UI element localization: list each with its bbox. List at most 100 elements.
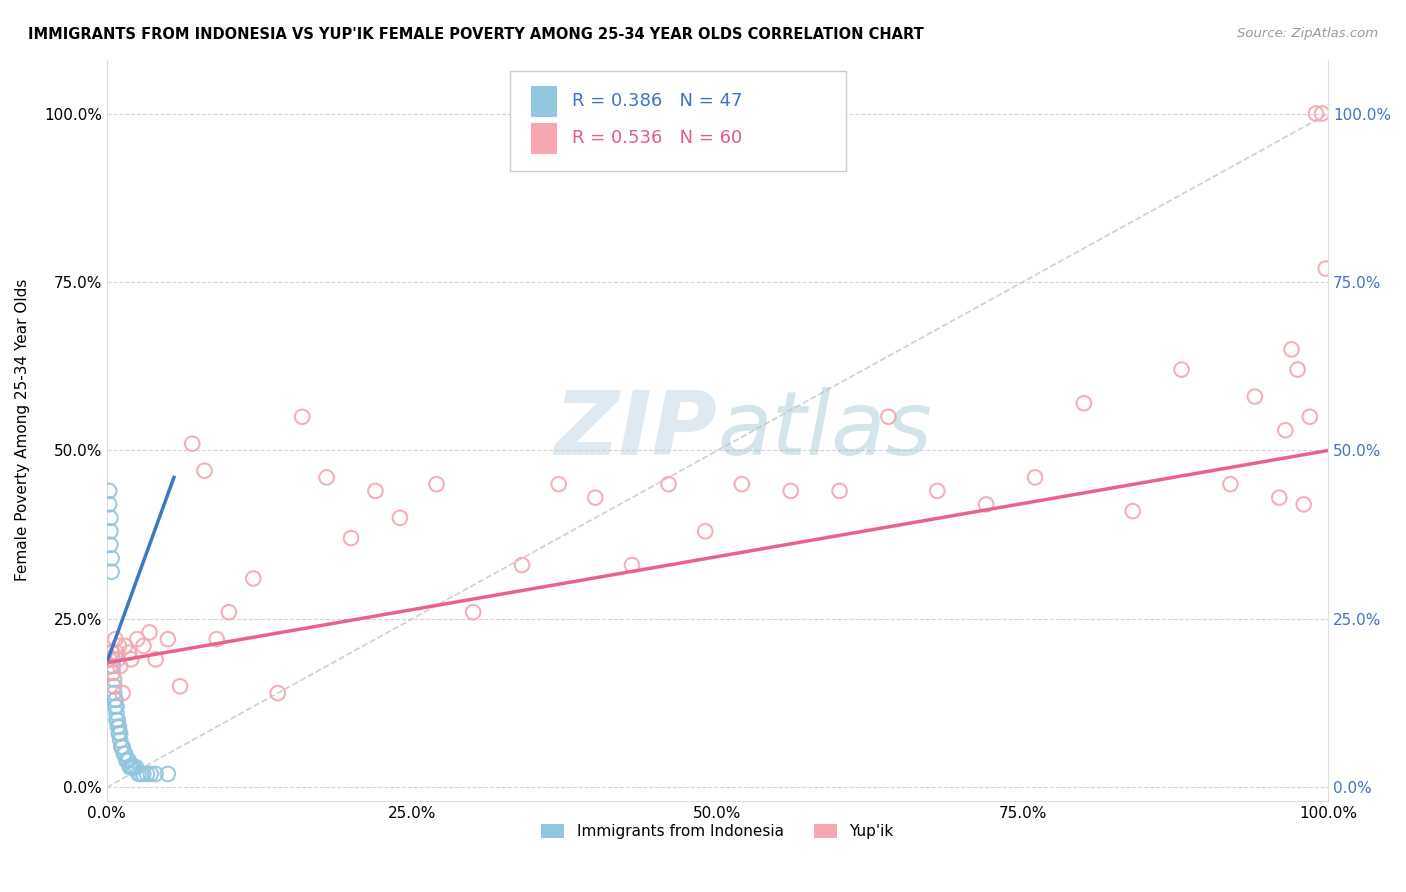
Point [129,767,152,781]
Point [145,767,167,781]
Point [695,524,717,539]
Point [101,652,124,666]
Point [100,524,122,539]
Point [658,477,681,491]
Point [118,754,141,768]
Point [425,477,447,491]
Point [104,693,127,707]
Point [1286,362,1309,376]
Point [103,679,125,693]
Point [103,679,125,693]
Point [100,646,122,660]
Point [828,483,851,498]
Point [108,639,131,653]
Point [101,659,124,673]
Point [111,739,134,754]
Point [100,565,122,579]
Point [1281,343,1303,357]
Point [463,605,485,619]
Point [100,551,122,566]
Point [181,436,204,450]
Legend: Immigrants from Indonesia, Yup'ik: Immigrants from Indonesia, Yup'ik [536,818,900,845]
Point [583,491,606,505]
Point [1274,423,1296,437]
Point [388,511,411,525]
Point [100,646,122,660]
Point [291,409,314,424]
Point [120,760,142,774]
Text: Source: ZipAtlas.com: Source: ZipAtlas.com [1237,27,1378,40]
Point [111,686,134,700]
Point [108,726,131,740]
Point [731,477,754,491]
Point [110,739,132,754]
Point [108,720,131,734]
Text: IMMIGRANTS FROM INDONESIA VS YUP'IK FEMALE POVERTY AMONG 25-34 YEAR OLDS CORRELA: IMMIGRANTS FROM INDONESIA VS YUP'IK FEMA… [28,27,924,42]
Point [156,632,179,647]
Point [108,733,131,747]
Point [104,693,127,707]
Point [98,652,121,666]
Point [136,767,159,781]
Point [108,659,131,673]
Point [974,497,997,511]
Point [145,652,167,666]
Point [125,760,148,774]
Point [1299,409,1322,424]
Point [138,625,160,640]
Point [779,483,801,498]
Point [105,713,128,727]
Point [364,483,387,498]
Point [98,497,121,511]
Point [1122,504,1144,518]
Point [105,699,128,714]
Point [139,767,162,781]
Point [120,652,142,666]
Point [104,632,127,647]
Point [169,679,191,693]
Point [100,538,122,552]
Point [1315,261,1337,276]
Point [877,409,900,424]
Point [107,713,129,727]
Point [340,531,363,545]
Point [104,699,127,714]
Point [132,639,155,653]
Point [205,632,228,647]
FancyBboxPatch shape [530,86,557,117]
Point [128,767,150,781]
Point [115,754,138,768]
Point [927,483,949,498]
Point [510,558,533,572]
Text: R = 0.536   N = 60: R = 0.536 N = 60 [572,129,742,147]
Point [267,686,290,700]
Point [1268,491,1291,505]
Point [112,747,135,761]
Point [100,511,122,525]
Point [117,754,139,768]
Point [105,646,128,660]
Point [620,558,643,572]
Y-axis label: Female Poverty Among 25-34 Year Olds: Female Poverty Among 25-34 Year Olds [15,279,30,582]
Point [1310,106,1333,120]
Point [547,477,569,491]
Point [1170,362,1192,376]
Point [1305,106,1327,120]
Point [105,706,128,721]
Point [98,483,121,498]
FancyBboxPatch shape [530,122,557,153]
Point [1219,477,1241,491]
Point [118,760,141,774]
Point [103,686,125,700]
Point [103,673,125,687]
Point [108,726,131,740]
Point [1292,497,1315,511]
Point [1244,390,1267,404]
Point [1073,396,1095,410]
Point [107,720,129,734]
Point [156,767,179,781]
Point [242,572,264,586]
Point [122,760,145,774]
Point [114,747,136,761]
Point [108,726,131,740]
